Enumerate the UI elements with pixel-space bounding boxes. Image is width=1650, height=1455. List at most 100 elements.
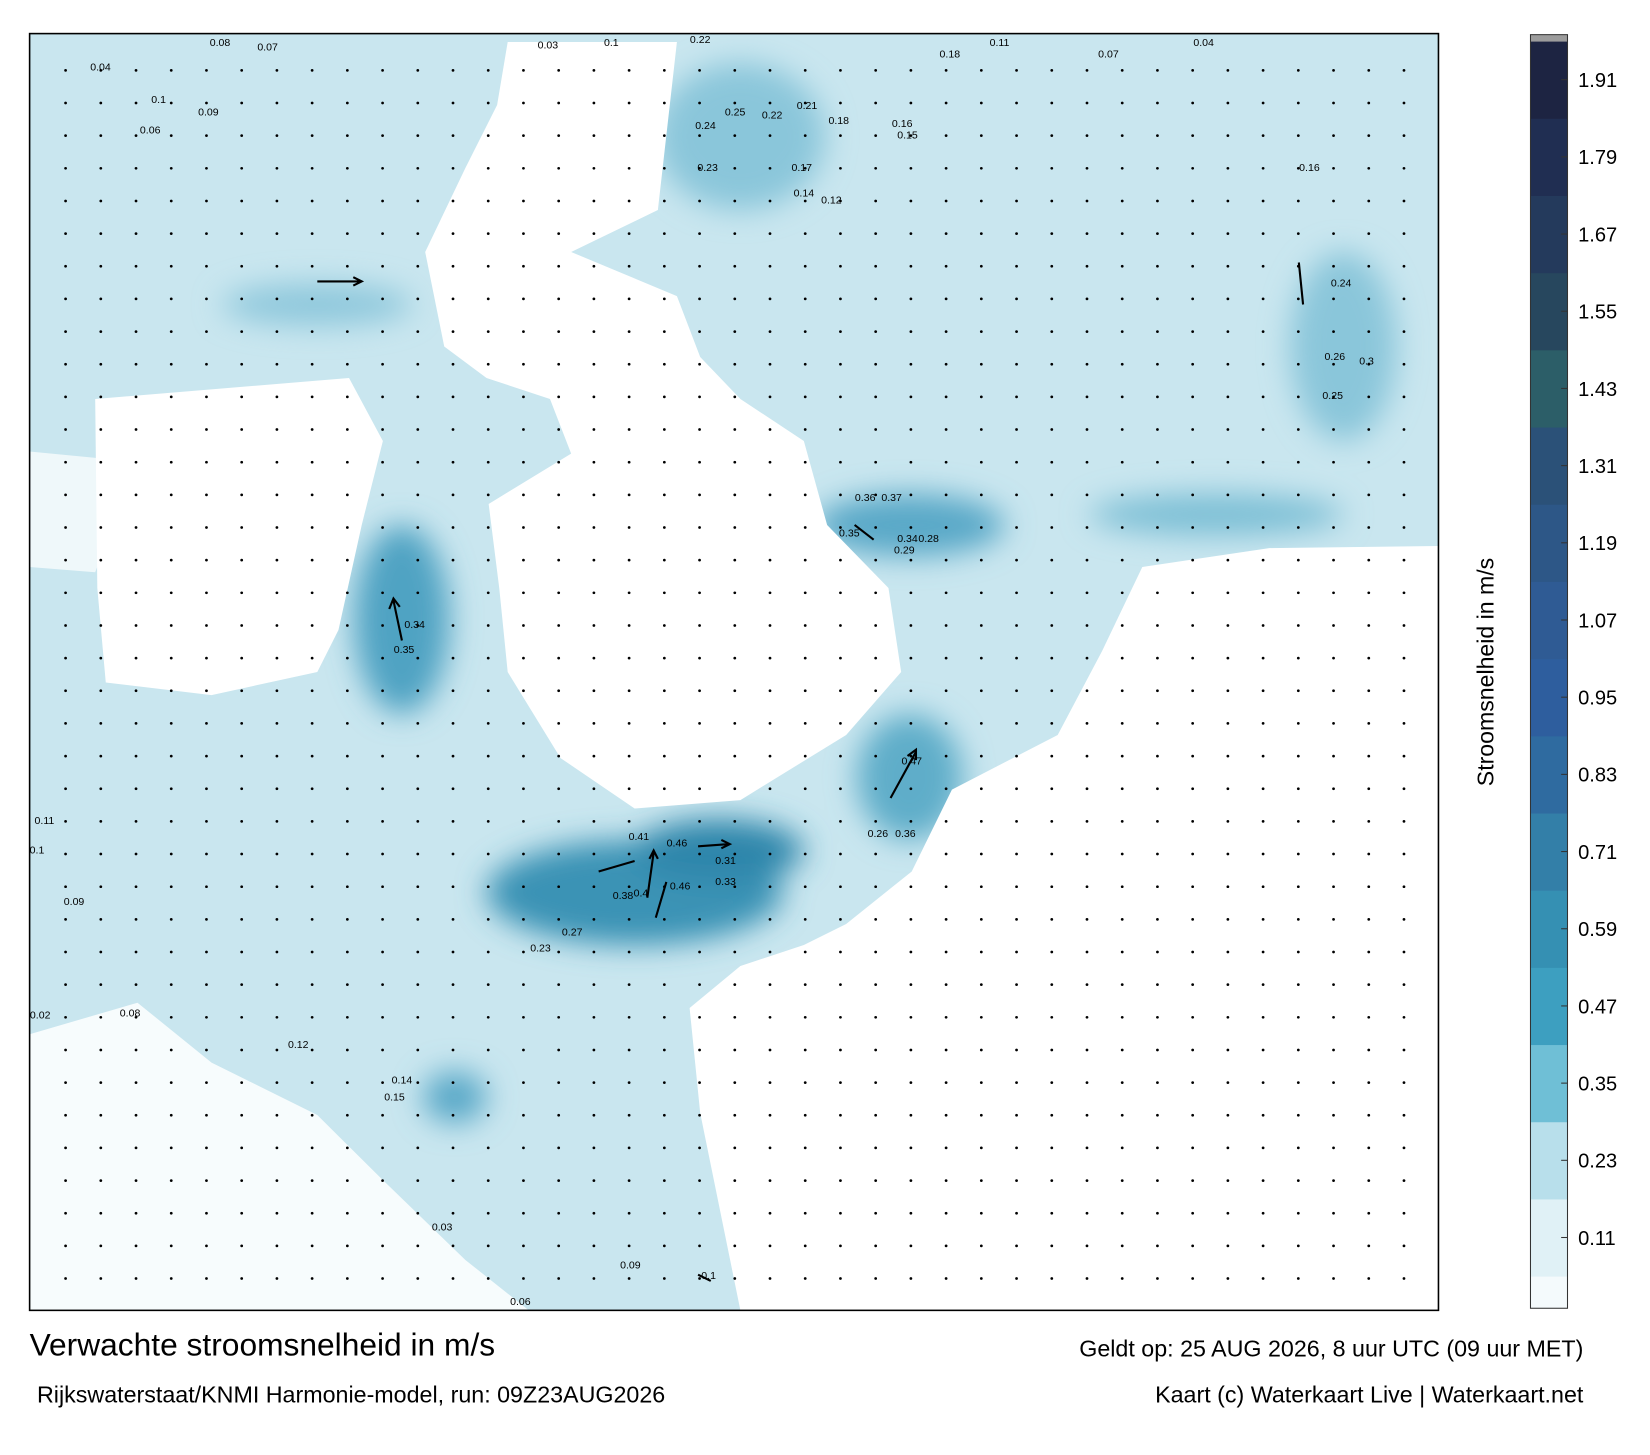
grid-dot [1261,624,1265,627]
grid-dot [627,558,631,562]
grid-dot [627,1277,631,1280]
grid-dot [557,264,561,268]
grid-dot [944,330,948,333]
grid-dot [1226,754,1230,758]
grid-dot [909,558,913,562]
grid-dot [451,820,455,823]
grid-dot [1015,1244,1018,1248]
grid-dot [909,134,913,138]
grid-dot [486,428,490,431]
grid-dot [1085,166,1089,170]
grid-dot [874,624,878,627]
grid-dot [874,166,878,170]
grid-dot [381,754,384,758]
grid-dot [768,591,772,595]
current-label: 0.28 [918,533,939,545]
grid-dot [1367,362,1371,366]
grid-dot [1226,1113,1230,1117]
grid-dot [522,264,525,268]
grid-dot [1226,428,1230,431]
grid-dot [522,1081,525,1084]
grid-dot [979,1113,983,1117]
grid-dot [64,166,67,170]
grid-dot [486,787,490,791]
grid-dot [979,330,983,333]
grid-dot [1191,591,1195,595]
grid-dot [839,166,842,170]
grid-dot [451,787,455,791]
grid-dot [134,199,138,203]
grid-dot [698,395,701,399]
grid-dot [1332,1081,1335,1084]
grid-dot [1050,1113,1054,1117]
grid-dot [310,1081,314,1084]
grid-dot [874,558,878,562]
grid-dot [733,917,737,921]
grid-dot [1296,852,1300,856]
grid-dot [768,950,772,954]
current-label: 0.03 [538,39,559,51]
grid-dot [874,591,878,595]
grid-dot [134,232,138,235]
grid-dot [592,1211,596,1215]
grid-dot [64,1015,67,1019]
grid-dot [1261,68,1265,72]
grid-dot [1120,134,1124,138]
grid-dot [557,689,561,693]
grid-dot [874,983,878,987]
grid-dot [99,264,103,268]
grid-dot [205,950,208,954]
current-label: 0.47 [901,755,922,767]
grid-dot [698,232,701,235]
grid-dot [698,1146,701,1150]
grid-dot [240,134,244,138]
grid-dot [1367,134,1371,138]
grid-dot [240,460,244,464]
grid-dot [381,68,384,72]
grid-dot [240,199,244,203]
grid-dot [486,1211,490,1215]
grid-dot [1015,950,1018,954]
grid-dot [557,493,561,497]
grid-dot [1015,820,1018,823]
grid-dot [1015,395,1018,399]
grid-dot [979,297,983,301]
grid-dot [522,1048,525,1052]
grid-dot [1226,722,1230,725]
grid-dot [768,656,772,660]
grid-dot [64,526,67,529]
colorbar-tick-label: 0.35 [1578,1074,1617,1096]
grid-dot [944,1081,948,1084]
grid-dot [1332,232,1335,235]
grid-dot [1050,1081,1054,1084]
grid-dot [99,1211,103,1215]
grid-dot [1191,101,1195,105]
grid-dot [345,1113,349,1117]
grid-dot [522,1179,525,1182]
grid-dot [557,656,561,660]
grid-dot [874,264,878,268]
grid-dot [698,754,701,758]
grid-dot [205,558,208,562]
grid-dot [1332,493,1335,497]
grid-dot [733,1113,737,1117]
grid-dot [451,297,455,301]
grid-dot [944,232,948,235]
grid-dot [1156,852,1159,856]
grid-dot [627,199,631,203]
grid-dot [451,1146,455,1150]
grid-dot [275,199,279,203]
current-label: 0.23 [697,162,718,174]
grid-dot [345,689,349,693]
colorbar-frame [1529,34,1569,1309]
grid-dot [451,264,455,268]
grid-dot [134,362,138,366]
grid-dot [1191,526,1195,529]
grid-dot [169,264,173,268]
grid-dot [1015,166,1018,170]
map-area: 0.08 0.070.040.03 0.1 0.220.180.110.070.040… [29,33,1439,1311]
grid-dot [627,754,631,758]
grid-dot [1261,1244,1265,1248]
grid-dot [1226,134,1230,138]
grid-dot [1261,722,1265,725]
